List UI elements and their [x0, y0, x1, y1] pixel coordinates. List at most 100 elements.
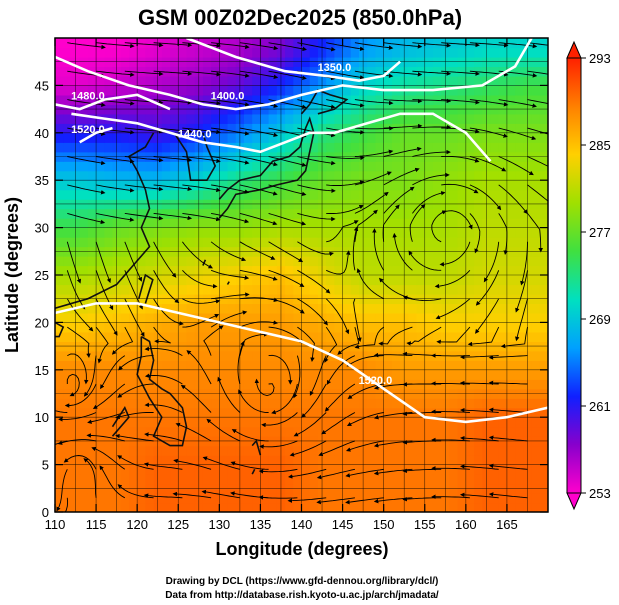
heat-cell [87, 360, 97, 371]
heat-cell [112, 331, 122, 342]
heat-cell [243, 104, 253, 115]
heat-cell [350, 170, 360, 181]
heat-cell [359, 161, 368, 172]
heat-cell [227, 303, 237, 314]
heat-cell [326, 502, 335, 512]
heat-cell [457, 85, 467, 96]
heat-cell [219, 170, 229, 181]
heat-cell [309, 331, 319, 342]
heat-cell [498, 218, 508, 229]
heat-cell [243, 445, 253, 456]
heat-cell [96, 189, 105, 200]
heat-cell [87, 189, 97, 200]
heat-cell [153, 455, 163, 466]
heat-cell [161, 208, 171, 219]
streamline [354, 171, 392, 186]
heat-cell [128, 331, 138, 342]
heat-cell [276, 75, 286, 86]
heat-cell [285, 464, 294, 475]
heat-cell [515, 38, 524, 49]
heat-cell [482, 474, 492, 485]
heat-cell [482, 227, 492, 238]
streamline [67, 99, 106, 107]
contour-line [71, 112, 492, 163]
heat-cell [63, 398, 73, 409]
heat-cell [252, 303, 262, 314]
heat-cell [359, 493, 368, 504]
heat-cell [55, 284, 64, 295]
heat-cell [170, 142, 179, 153]
heat-cell [474, 312, 483, 323]
heat-cell [539, 208, 548, 219]
heat-cell [539, 237, 548, 248]
streamline [118, 355, 154, 371]
heat-cell [391, 47, 401, 58]
heat-cell [465, 104, 475, 115]
heat-cell [112, 199, 122, 210]
heat-cell [531, 265, 541, 276]
heat-cell [400, 142, 409, 153]
heat-cell [375, 407, 385, 418]
heat-cell [112, 502, 122, 512]
heat-cell [202, 379, 212, 390]
heat-cell [359, 66, 368, 77]
heat-cell [391, 104, 401, 115]
heat-cell [391, 161, 401, 172]
heat-cell [523, 474, 533, 485]
heat-cell [268, 331, 278, 342]
heat-cell [186, 189, 196, 200]
heat-cell [309, 75, 319, 86]
heat-cell [539, 104, 548, 115]
streamline [211, 156, 250, 165]
heat-cell [506, 208, 516, 219]
heat-cell [539, 284, 548, 295]
heat-cell [539, 331, 548, 342]
heat-cell [301, 322, 311, 333]
heat-cell [342, 132, 352, 143]
heat-cell [202, 227, 212, 238]
heat-cell [104, 275, 114, 286]
heat-cell [153, 189, 163, 200]
heat-cell [474, 161, 483, 172]
heat-cell [515, 142, 524, 153]
heat-cell [161, 85, 171, 96]
streamline [268, 212, 307, 226]
heat-cell [391, 436, 401, 447]
heat-cell [465, 75, 475, 86]
streamline [268, 127, 307, 138]
heat-cell [235, 113, 245, 124]
heat-cell [334, 360, 344, 371]
heat-cell [367, 360, 377, 371]
heat-cell [539, 199, 548, 210]
heat-cell [145, 493, 155, 504]
heat-cell [523, 312, 533, 323]
heat-cell [235, 445, 245, 456]
heat-cell [523, 75, 533, 86]
heat-cell [498, 436, 508, 447]
heat-cell [227, 474, 237, 485]
heat-cell [531, 493, 541, 504]
heat-cell [465, 199, 475, 210]
streamline [326, 205, 364, 214]
heat-cell [375, 75, 385, 86]
heat-cell [383, 199, 393, 210]
heat-cell [326, 161, 335, 172]
heat-cell [449, 66, 459, 77]
heat-cell [128, 75, 138, 86]
heat-cell [276, 170, 286, 181]
heat-cell [482, 85, 492, 96]
heat-cell [498, 75, 508, 86]
heat-cell [211, 369, 220, 380]
heat-cell [457, 47, 467, 58]
streamline [345, 440, 384, 452]
heat-cell [243, 464, 253, 475]
heat-cell [178, 132, 188, 143]
heat-cell [235, 227, 245, 238]
heat-cell [268, 275, 278, 286]
heat-cell [400, 350, 409, 361]
heat-cell [202, 312, 212, 323]
heat-cell [276, 256, 286, 267]
heat-cell [202, 47, 212, 58]
heat-cell [424, 208, 434, 219]
streamline [488, 463, 528, 470]
